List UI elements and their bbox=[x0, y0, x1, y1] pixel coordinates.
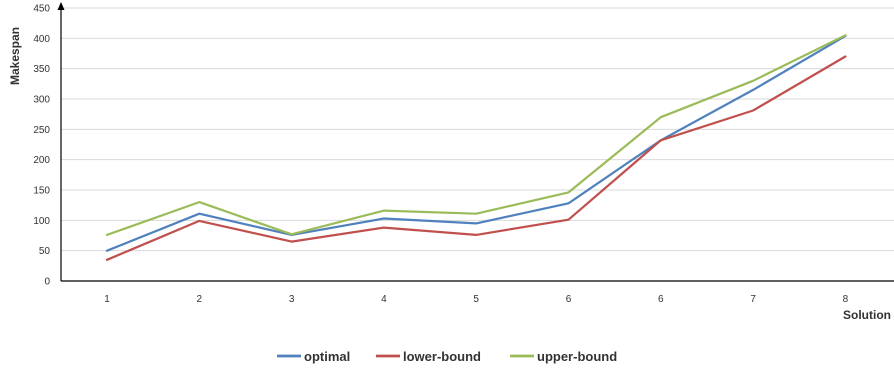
x-tick-labels: 1 2 3 4 5 6 6 7 8 bbox=[104, 294, 848, 305]
y-tick-labels: 0 50 100 150 200 250 300 350 400 450 bbox=[33, 4, 50, 288]
y-tick-label: 400 bbox=[33, 34, 50, 45]
y-tick-label: 300 bbox=[33, 95, 50, 106]
axes bbox=[57, 2, 894, 282]
series-line-upper-bound bbox=[105, 34, 847, 236]
y-tick-label: 350 bbox=[33, 64, 50, 75]
series-line-optimal bbox=[105, 34, 847, 252]
x-tick-label: 5 bbox=[473, 294, 479, 305]
y-tick-label: 150 bbox=[33, 186, 50, 197]
legend: optimal lower-bound upper-bound bbox=[277, 349, 617, 364]
x-tick-label: 6 bbox=[658, 294, 664, 305]
x-tick-label: 1 bbox=[104, 294, 110, 305]
x-tick-label: 7 bbox=[750, 294, 756, 305]
y-tick-label: 200 bbox=[33, 155, 50, 166]
legend-label: upper-bound bbox=[537, 349, 617, 364]
y-tick-label: 50 bbox=[39, 246, 51, 257]
series-line-lower-bound bbox=[105, 55, 847, 261]
y-axis-title: Makespan bbox=[8, 27, 22, 85]
legend-label: optimal bbox=[304, 349, 350, 364]
y-tick-label: 0 bbox=[44, 277, 50, 288]
y-tick-label: 250 bbox=[33, 125, 50, 136]
x-tick-label: 4 bbox=[381, 294, 387, 305]
x-tick-label: 3 bbox=[289, 294, 295, 305]
x-axis-title: Solution bbox=[843, 308, 891, 322]
y-tick-label: 100 bbox=[33, 216, 50, 227]
x-tick-label: 6 bbox=[566, 294, 572, 305]
x-tick-label: 8 bbox=[843, 294, 849, 305]
y-tick-label: 450 bbox=[33, 4, 50, 15]
series-lines bbox=[105, 34, 847, 261]
legend-label: lower-bound bbox=[403, 349, 481, 364]
x-tick-label: 2 bbox=[197, 294, 203, 305]
y-axis-arrow-icon bbox=[57, 2, 65, 10]
